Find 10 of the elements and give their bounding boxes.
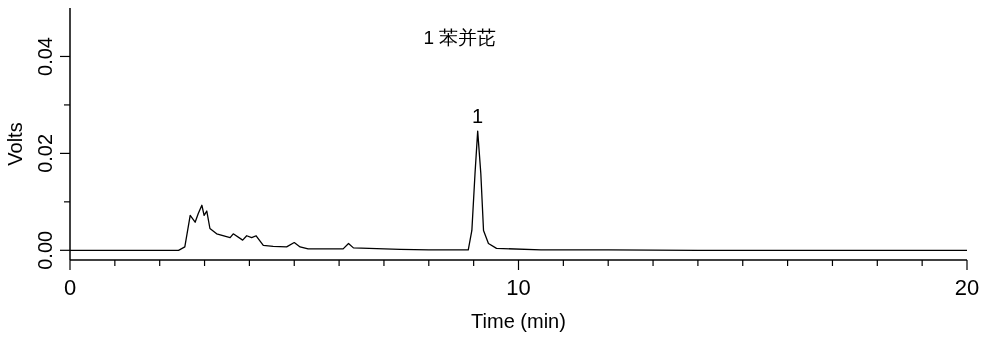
x-axis-title: Time (min) [471,310,566,332]
annotation: 1 [472,105,484,128]
y-tick-label: 0.02 [34,133,56,173]
y-axis-title: Volts [4,122,26,166]
x-tick-label: 0 [63,275,77,300]
x-tick-label: 10 [506,275,531,300]
y-tick-label: 0.04 [34,36,56,76]
annotation: 1 苯并芘 [423,27,497,48]
x-tick-label: 20 [954,275,980,300]
y-tick-label: 0.00 [34,230,56,270]
